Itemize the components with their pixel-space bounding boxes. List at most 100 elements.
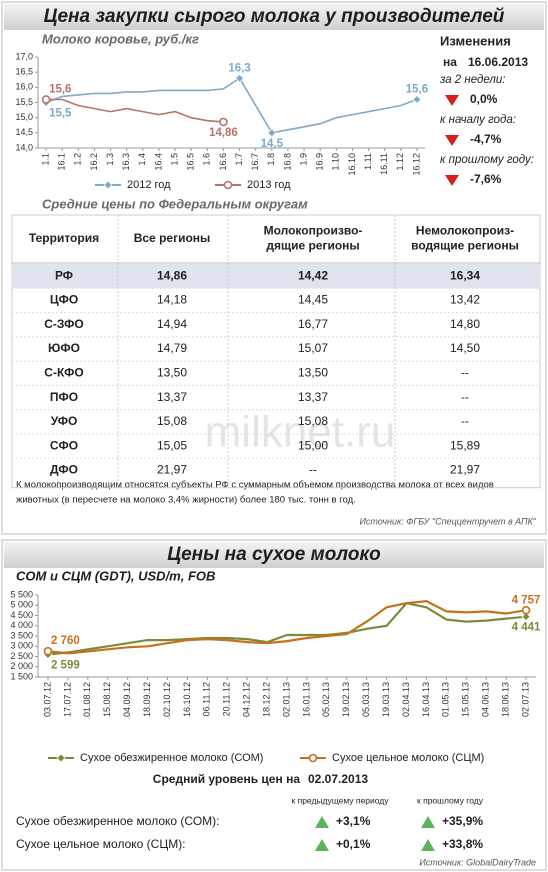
- y-tick-label: 2 000: [10, 661, 33, 671]
- data-label: 15,5: [49, 108, 72, 120]
- y-tick-label: 14,0: [15, 142, 33, 152]
- x-tick-label: 02.01.13: [281, 682, 291, 717]
- x-tick-label: 16.1: [57, 153, 67, 171]
- x-tick-label: 16.2: [89, 153, 99, 171]
- x-tick-label: 05.03.13: [361, 682, 371, 717]
- chart-title: Цена закупки сырого молока у производите…: [44, 6, 505, 27]
- x-tick-label: 18.09.12: [142, 682, 152, 717]
- chart-title: Цены на сухое молоко: [167, 544, 380, 565]
- data-point: [43, 646, 53, 656]
- x-tick-label: 16.11: [379, 153, 389, 175]
- change-label: к началу года:: [440, 114, 516, 126]
- x-tick-label: 01.05.13: [441, 682, 451, 717]
- data-label: 2 599: [51, 660, 80, 672]
- x-tick-label: 18.06.13: [500, 682, 510, 717]
- x-tick-label: 1.3: [105, 153, 115, 166]
- y-tick-label: 16,0: [15, 82, 33, 92]
- x-tick-label: 16.12: [411, 153, 421, 176]
- y-tick-label: 1 500: [10, 671, 33, 681]
- table-header: Территория: [29, 231, 99, 245]
- changes-date-prefix: на: [443, 55, 457, 69]
- legend-label: 2012 год: [127, 179, 171, 191]
- x-tick-label: 03.07.12: [42, 682, 52, 717]
- table-title: Средние цены по Федеральным округам: [42, 196, 308, 211]
- x-tick-label: 02.10.12: [162, 682, 172, 717]
- data-label: 15,6: [406, 83, 428, 95]
- down-arrow: [445, 175, 459, 186]
- table-cell: ЦФО: [50, 293, 78, 307]
- legend-label: Сухое обезжиренное молоко (СОМ): [80, 752, 263, 764]
- up-arrow: [421, 816, 435, 828]
- series-line: [47, 601, 527, 656]
- table-header: Молокопроизво-: [264, 224, 363, 238]
- x-tick-label: 16.9: [315, 153, 325, 171]
- summary-date: 02.07.2013: [308, 772, 368, 786]
- y-tick-label: 4 500: [10, 610, 33, 620]
- table-header: Немолокопроиз-: [416, 224, 514, 238]
- table-cell: ЮФО: [48, 341, 80, 355]
- table-cell: 14,50: [450, 341, 480, 355]
- up-arrow: [421, 839, 435, 851]
- table-cell: ДФО: [50, 463, 78, 477]
- y-tick-label: 3 500: [10, 630, 33, 640]
- x-tick-label: 16.4: [153, 153, 163, 171]
- table-cell: 16,34: [450, 268, 480, 282]
- summary-column: к предыдущему периоду: [292, 795, 390, 805]
- table-cell: 15,89: [450, 438, 480, 452]
- x-tick-label: 16.3: [121, 153, 131, 171]
- table-cell: 15,07: [298, 341, 328, 355]
- table-cell: 21,97: [157, 463, 187, 477]
- changes-date: 16.06.2013: [468, 55, 528, 69]
- x-tick-label: 1.5: [169, 153, 179, 166]
- x-tick-label: 15.05.13: [461, 682, 471, 717]
- table-cell: 13,42: [450, 293, 480, 307]
- up-arrow: [315, 839, 329, 851]
- y-tick-label: 14,5: [15, 127, 33, 137]
- x-tick-label: 15.08.12: [102, 682, 112, 717]
- table-cell: --: [461, 414, 469, 428]
- x-tick-label: 1.10: [331, 153, 341, 171]
- table-cell: С-ЗФО: [44, 317, 83, 331]
- y-tick-label: 15,5: [15, 97, 33, 107]
- watermark: milknet.ru: [205, 408, 396, 457]
- x-tick-label: 1.4: [137, 153, 147, 166]
- x-tick-label: 19.02.13: [341, 682, 351, 717]
- data-point: [521, 605, 531, 615]
- bottom-title-bar: [4, 542, 544, 568]
- table-cell: 14,18: [157, 293, 187, 307]
- change-value: 0,0%: [470, 92, 498, 106]
- table-cell: --: [461, 390, 469, 404]
- y-tick-label: 17,0: [15, 51, 33, 61]
- y-tick-label: 5 000: [10, 600, 33, 610]
- x-tick-label: 20.11.12: [222, 682, 232, 716]
- table-cell: 15,05: [157, 438, 187, 452]
- legend-marker: [103, 180, 113, 190]
- data-label: 14,5: [261, 138, 284, 150]
- summary-value: +3,1%: [336, 814, 371, 828]
- table-cell: 15,08: [157, 414, 187, 428]
- table-cell: 15,00: [298, 438, 328, 452]
- table-cell: 16,77: [298, 317, 328, 331]
- legend-marker: [223, 180, 233, 190]
- changes-title: Изменения: [440, 33, 511, 48]
- table-cell: УФО: [51, 414, 78, 428]
- table-cell: --: [309, 463, 317, 477]
- x-tick-label: 1.1: [40, 153, 50, 166]
- table-cell: 21,97: [450, 463, 480, 477]
- summary-label: Сухое обезжиренное молоко (СОМ):: [16, 814, 219, 828]
- table-cell: 15,08: [298, 414, 328, 428]
- change-value: -4,7%: [470, 132, 502, 146]
- change-label: к прошлому году:: [440, 154, 534, 166]
- table-cell: 13,50: [298, 366, 328, 380]
- data-label: 14,86: [209, 127, 238, 139]
- y-tick-label: 4 000: [10, 620, 33, 630]
- x-tick-label: 04.09.12: [122, 682, 132, 717]
- chart-subtitle: Молоко коровье, руб./кг: [42, 31, 199, 46]
- table-cell: 14,42: [298, 268, 328, 282]
- change-value: -7,6%: [470, 172, 502, 186]
- series-line: [47, 599, 527, 655]
- bottom-panel: [1, 539, 547, 871]
- table-cell: 14,79: [157, 341, 187, 355]
- y-tick-label: 16,5: [15, 67, 33, 77]
